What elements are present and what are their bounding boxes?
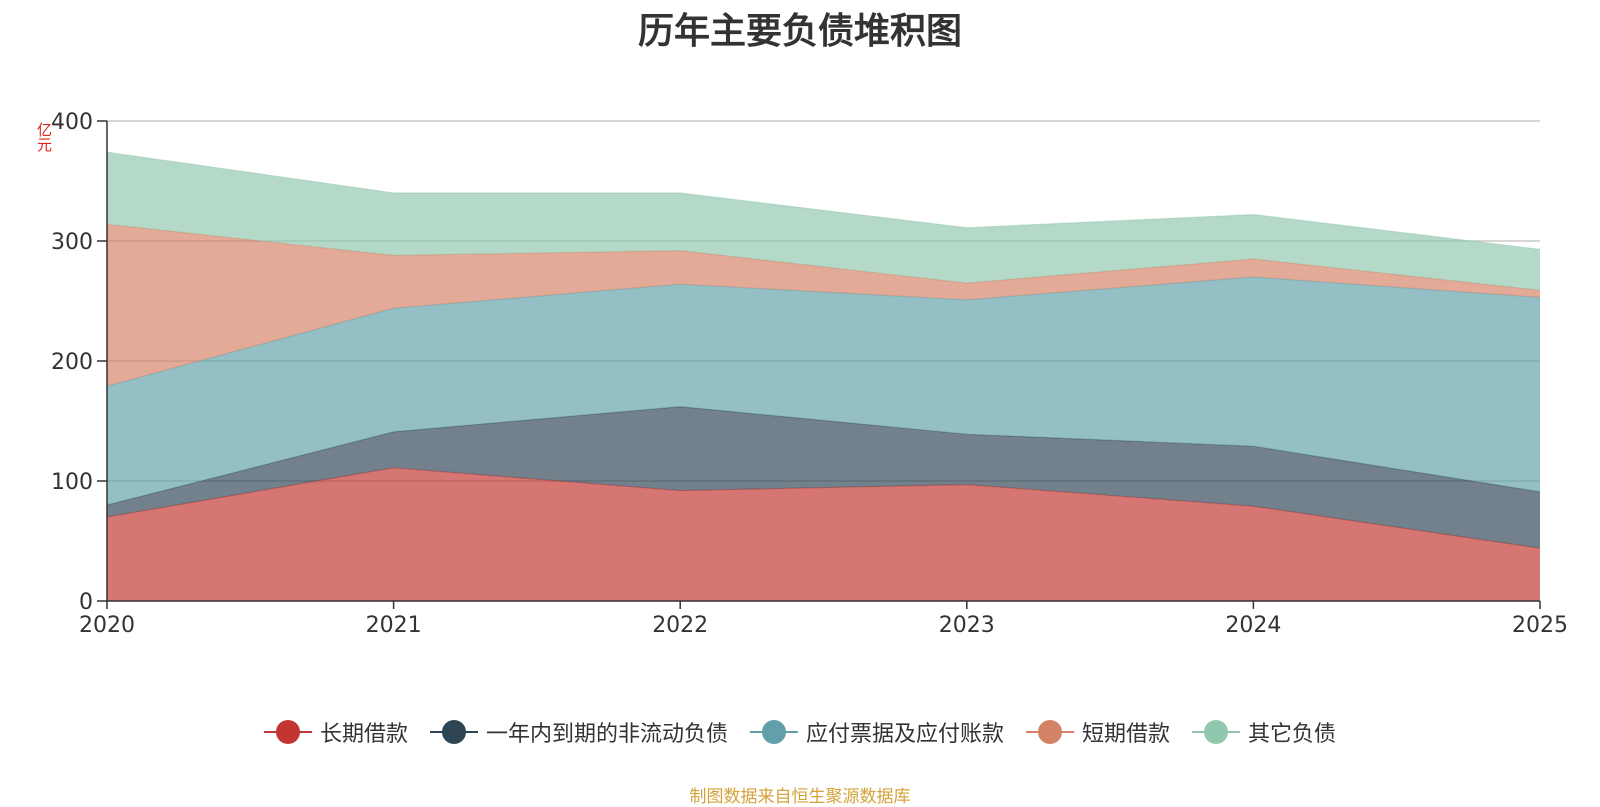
y-tick-label: 0 (79, 590, 93, 615)
legend-item-2[interactable]: 应付票据及应付账款 (749, 716, 1004, 748)
x-tick-label: 2021 (366, 613, 422, 638)
legend-label: 长期借款 (319, 722, 408, 747)
x-tick-label: 2025 (1512, 613, 1568, 638)
y-tick-label: 400 (51, 110, 93, 135)
legend-label: 其它负债 (1248, 722, 1337, 747)
legend-label: 应付票据及应付账款 (805, 722, 1004, 747)
legend-item-0[interactable]: 长期借款 (263, 716, 408, 748)
area-series-3[interactable] (107, 224, 1540, 387)
area-series-2[interactable] (107, 277, 1540, 505)
legend-label: 一年内到期的非流动负债 (485, 722, 728, 747)
y-axis-unit-label: 亿元 (35, 122, 53, 152)
y-tick-label: 200 (51, 350, 93, 375)
area-series-1[interactable] (107, 406, 1540, 549)
legend-marker-icon (1192, 720, 1241, 744)
legend-marker-icon (263, 720, 312, 744)
x-tick-label: 2023 (939, 613, 995, 638)
area-layer (106, 151, 1541, 601)
legend-marker-icon (749, 720, 798, 744)
area-series-4[interactable] (107, 152, 1540, 291)
x-tick-label: 2022 (652, 613, 708, 638)
legend-item-1[interactable]: 一年内到期的非流动负债 (429, 716, 728, 748)
x-tick-label: 2020 (79, 613, 135, 638)
x-tick-label: 2024 (1225, 613, 1281, 638)
legend: 长期借款 一年内到期的非流动负债 应付票据及应付账款 短期借款 其它负债 (0, 716, 1600, 748)
legend-label: 短期借款 (1082, 722, 1171, 747)
legend-marker-icon (429, 720, 478, 744)
area-series-edge-4 (106, 151, 1541, 250)
legend-item-4[interactable]: 其它负债 (1192, 716, 1336, 748)
data-source-note: 制图数据来自恒生聚源数据库 (689, 787, 911, 807)
y-tick-label: 300 (51, 230, 93, 255)
axis-layer: 0 100 200 300 400 2020 2021 2022 2023 2024 2025 (51, 110, 1568, 638)
chart-title: 历年主要负债堆积图 (637, 11, 962, 52)
legend-item-3[interactable]: 短期借款 (1026, 716, 1170, 748)
y-tick-label: 100 (51, 470, 93, 495)
legend-marker-icon (1026, 720, 1074, 744)
